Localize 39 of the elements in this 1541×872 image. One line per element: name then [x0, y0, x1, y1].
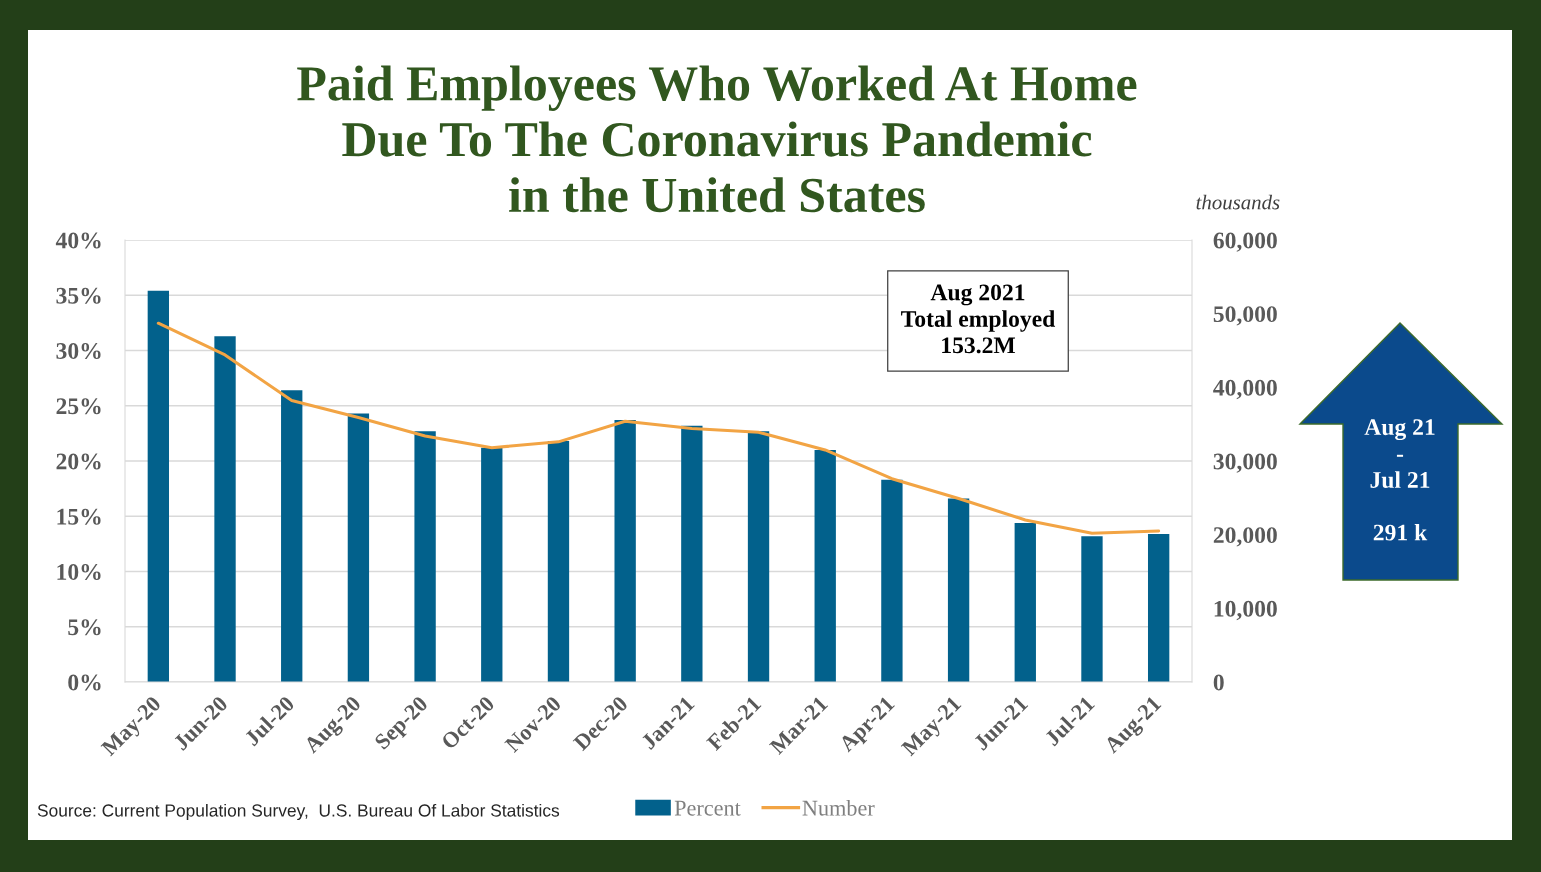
y-tick-label: 25% — [56, 398, 101, 415]
y2-tick-label: 60,000 — [1213, 232, 1277, 252]
bar — [1081, 536, 1103, 682]
y-tick-label: 0% — [68, 674, 101, 691]
bar — [681, 425, 703, 682]
y2-tick-label: 0 — [1213, 674, 1224, 691]
bar — [214, 336, 236, 682]
y2-tick-label: 40,000 — [1213, 379, 1277, 400]
bar — [481, 447, 503, 682]
y-tick-label: 15% — [57, 508, 101, 525]
bar — [1147, 533, 1170, 682]
y2-tick-label: 10,000 — [1214, 600, 1277, 621]
y-tick-label: 10% — [57, 563, 101, 580]
y2-tick-label: 30,000 — [1213, 453, 1277, 473]
legend-label: Number — [802, 799, 875, 816]
y2-tick-label: 50,000 — [1213, 306, 1277, 326]
bar — [414, 431, 436, 682]
annotation: Aug 2021 Total employed 153.2M — [901, 284, 1056, 354]
source-note: Source: Current Population Survey, U.S. Bureau Of Labor Statistics — [37, 803, 560, 821]
bar — [347, 413, 370, 682]
bar — [147, 290, 170, 682]
y-tick-label: 20% — [56, 453, 101, 470]
bar — [947, 498, 970, 682]
bar — [281, 390, 303, 682]
bar — [547, 441, 570, 682]
y2-tick-label: 20,000 — [1213, 527, 1277, 547]
y-tick-label: 30% — [56, 342, 101, 359]
chart-title: Paid Employees Who Worked At Home Due To The Coronavirus Pandemic in the United States — [297, 65, 1137, 213]
bar — [614, 420, 636, 682]
bar — [881, 479, 903, 682]
y2-axis-title: thousands — [1196, 194, 1280, 210]
y-tick-label: 35% — [56, 287, 101, 304]
text: Aug 21 - Jul 21 291 k — [1364, 419, 1435, 541]
bar — [747, 431, 770, 682]
y-tick-label: 40% — [55, 232, 101, 249]
bar — [814, 449, 836, 682]
legend-label: Percent — [674, 800, 741, 816]
y-tick-label: 5% — [68, 619, 101, 636]
bar — [1014, 522, 1036, 682]
